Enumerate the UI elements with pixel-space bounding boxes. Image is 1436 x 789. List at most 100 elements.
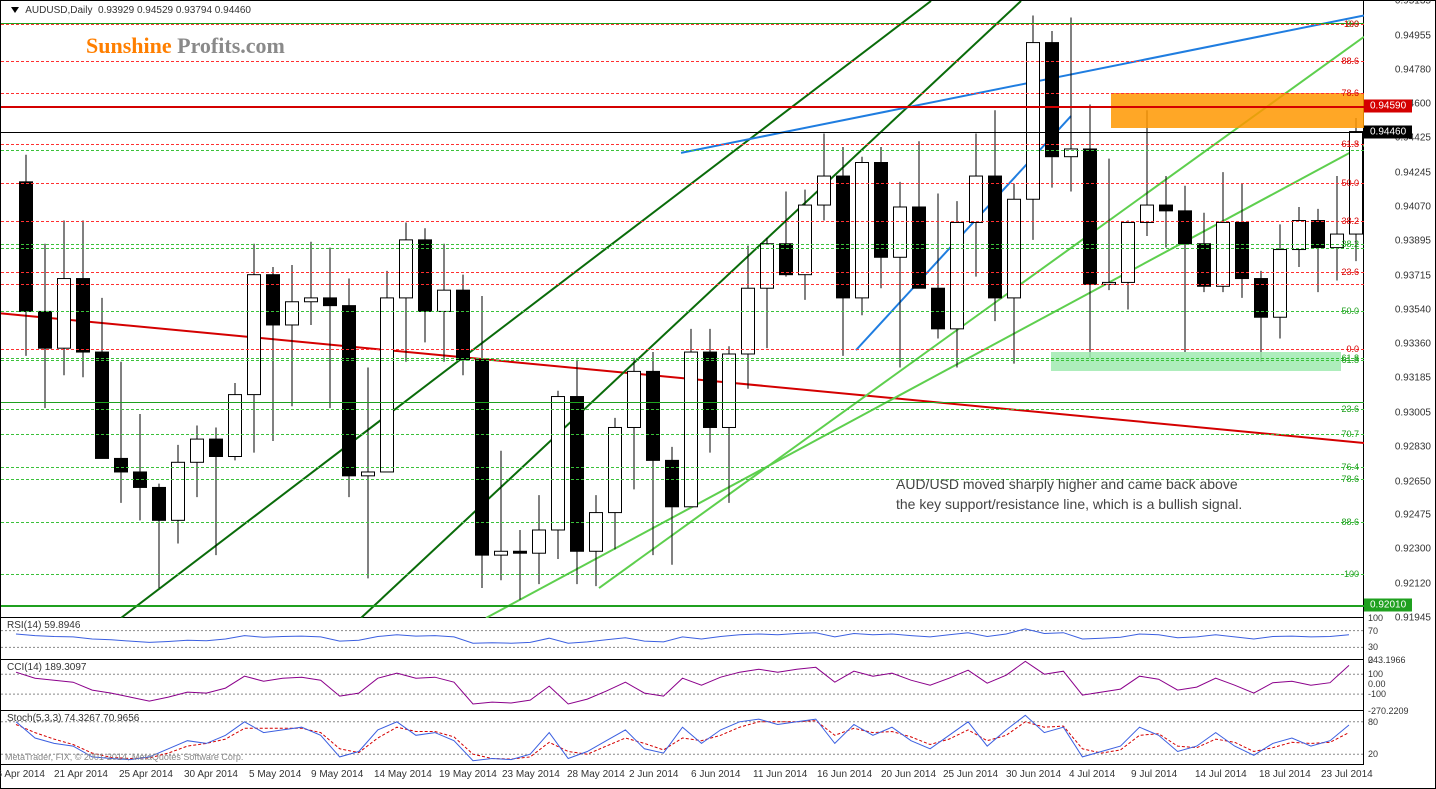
y-axis: 0.951350.949550.947800.946000.944250.942…	[1364, 1, 1436, 618]
cci-level-label: -270.2209	[1368, 706, 1409, 716]
y-tick-label: 0.93540	[1395, 304, 1431, 315]
fib-label: 61.8	[1341, 139, 1359, 149]
price-zone	[1051, 352, 1341, 371]
rsi-level-label: 70	[1368, 626, 1378, 636]
x-tick-label: 21 Apr 2014	[54, 769, 108, 780]
cci-panel[interactable]: CCI(14) 189.3097	[1, 660, 1364, 711]
fib-line	[1, 360, 1364, 361]
y-tick-label: 0.92475	[1395, 510, 1431, 521]
x-tick-label: 23 May 2014	[502, 769, 560, 780]
y-tick-label: 0.93895	[1395, 235, 1431, 246]
y-tick-label: 0.92830	[1395, 441, 1431, 452]
stoch-level-label: 80	[1368, 717, 1378, 727]
cci-svg	[1, 660, 1364, 711]
fib-label: 61.8	[1341, 353, 1359, 363]
fib-line	[1, 284, 1364, 285]
watermark-part1: Sunshine	[86, 33, 172, 58]
x-tick-label: 30 Jun 2014	[1006, 769, 1061, 780]
x-tick-label: 4 Jul 2014	[1069, 769, 1115, 780]
stoch-panel[interactable]: Stoch(5,3,3) 74.3267 70.9656 MetaTrader,…	[1, 711, 1364, 765]
x-tick-label: 2 Jun 2014	[629, 769, 679, 780]
x-tick-label: 5 May 2014	[249, 769, 301, 780]
annotation-line2: the key support/resistance line, which i…	[896, 494, 1242, 514]
x-tick-label: 14 Jul 2014	[1195, 769, 1247, 780]
fib-line	[1, 221, 1364, 222]
x-tick-label: 20 Jun 2014	[881, 769, 936, 780]
fib-label: 88.6	[1341, 56, 1359, 66]
fib-line	[1, 61, 1364, 62]
fib-line	[1, 183, 1364, 184]
fib-label: 23.6	[1341, 404, 1359, 414]
y-tick-label: 0.93360	[1395, 339, 1431, 350]
price-flag: 0.94590	[1364, 100, 1412, 113]
y-tick-label: 0.92120	[1395, 579, 1431, 590]
fib-label: 78.6	[1341, 474, 1359, 484]
x-tick-label: 16 Apr 2014	[0, 769, 45, 780]
fib-line	[1, 93, 1364, 94]
fib-label: 50.0	[1341, 306, 1359, 316]
fib-line	[1, 244, 1364, 245]
fib-label: 38.2	[1341, 216, 1359, 226]
cci-title: CCI(14) 189.3097	[7, 662, 87, 673]
cci-level-label: 0.00	[1368, 679, 1386, 689]
x-tick-label: 25 Apr 2014	[119, 769, 173, 780]
rsi-level-label: 30	[1368, 642, 1378, 652]
stoch-title: Stoch(5,3,3) 74.3267 70.9656	[7, 713, 139, 724]
fib-line	[1, 358, 1364, 359]
rsi-level-label: 100	[1368, 613, 1383, 623]
price-flag: 0.92010	[1364, 599, 1412, 612]
y-tick-label: 0.94780	[1395, 64, 1431, 75]
fib-line	[1, 144, 1364, 145]
x-tick-label: 18 Jul 2014	[1259, 769, 1311, 780]
fib-label: 78.6	[1341, 88, 1359, 98]
dropdown-icon[interactable]	[11, 7, 19, 13]
x-tick-label: 11 Jun 2014	[753, 769, 807, 780]
fib-line	[1, 311, 1364, 312]
fib-label: 88.6	[1341, 517, 1359, 527]
watermark: Sunshine Profits.com	[86, 33, 285, 59]
fib-label: 76.4	[1341, 462, 1359, 472]
rsi-svg	[1, 618, 1364, 660]
chart-title: AUDUSD,Daily 0.93929 0.94529 0.93794 0.9…	[7, 5, 251, 16]
ohlc-label: 0.93929 0.94529 0.93794 0.94460	[98, 5, 251, 16]
fib-line	[1, 409, 1364, 410]
stoch-level-label: 20	[1368, 749, 1378, 759]
x-tick-label: 19 May 2014	[439, 769, 497, 780]
fib-line	[1, 272, 1364, 273]
rsi-panel[interactable]: RSI(14) 59.8946	[1, 618, 1364, 660]
annotation-line1: AUD/USD moved sharply higher and came ba…	[896, 474, 1242, 494]
fib-line	[1, 248, 1364, 249]
y-tick-label: 0.92650	[1395, 476, 1431, 487]
watermark-part2: Profits.com	[172, 33, 285, 58]
cci-level-label: 100	[1368, 669, 1383, 679]
x-tick-label: 28 May 2014	[567, 769, 625, 780]
y-tick-label: 0.93715	[1395, 270, 1431, 281]
rsi-title: RSI(14) 59.8946	[7, 620, 80, 631]
fib-line	[1, 522, 1364, 523]
horizontal-line	[1, 132, 1364, 133]
horizontal-line	[1, 402, 1364, 403]
x-tick-label: 14 May 2014	[374, 769, 432, 780]
chart-container: AUDUSD,Daily 0.93929 0.94529 0.93794 0.9…	[0, 0, 1436, 789]
y-tick-label: 0.93185	[1395, 373, 1431, 384]
fib-line	[1, 150, 1364, 151]
fib-line	[1, 574, 1364, 575]
main-price-chart[interactable]: AUDUSD,Daily 0.93929 0.94529 0.93794 0.9…	[1, 1, 1364, 618]
fib-label: 50.0	[1341, 178, 1359, 188]
y-tick-label: 0.94955	[1395, 30, 1431, 41]
fib-label: 23.6	[1341, 267, 1359, 277]
fib-line	[1, 434, 1364, 435]
fib-label: 100	[1344, 569, 1359, 579]
y-tick-label: 0.95135	[1395, 0, 1431, 7]
y-tick-label: 0.93005	[1395, 407, 1431, 418]
horizontal-line	[1, 106, 1364, 108]
x-tick-label: 16 Jun 2014	[817, 769, 872, 780]
x-tick-label: 6 Jun 2014	[691, 769, 741, 780]
y-tick-label: 0.94245	[1395, 168, 1431, 179]
fib-line	[1, 349, 1364, 350]
symbol-label: AUDUSD,Daily	[25, 5, 92, 16]
fib-line	[1, 467, 1364, 468]
x-axis: 16 Apr 201421 Apr 201425 Apr 201430 Apr …	[1, 765, 1364, 789]
horizontal-line	[1, 605, 1364, 607]
fib-label: 100	[1344, 19, 1359, 29]
